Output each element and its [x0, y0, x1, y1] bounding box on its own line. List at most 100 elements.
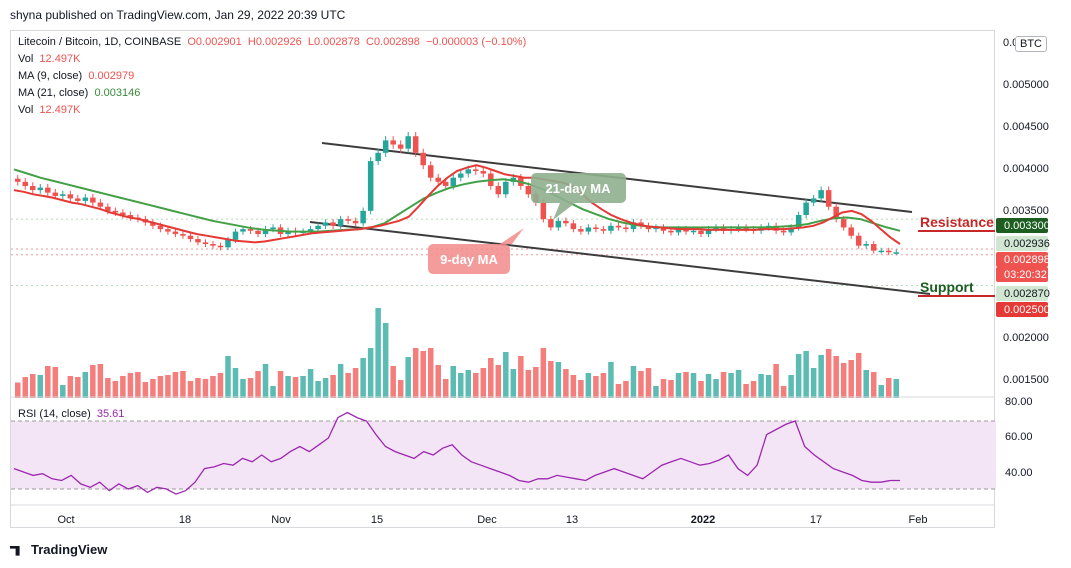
volume-bar [375, 308, 381, 398]
vol2-value: 12.497K [39, 104, 81, 116]
vol-label: Vol [18, 53, 34, 65]
candle-body [97, 202, 104, 207]
candle-body [45, 187, 51, 193]
volume-bar [210, 376, 216, 398]
time-tick: 17 [810, 514, 822, 526]
candle-body [232, 231, 239, 240]
volume-bar [765, 375, 772, 398]
time-tick: Nov [271, 514, 291, 526]
price-tag-text: 0.003300 [1004, 220, 1050, 232]
volume-bar [735, 370, 742, 398]
candle-body [225, 239, 231, 248]
candle-body [360, 210, 366, 224]
volume-bar [255, 371, 261, 398]
candle-body [473, 169, 479, 172]
volume-bar [442, 379, 449, 398]
price-tags: 0.003300 0.002936 0.002898 03:20:32 0.002870… [996, 218, 1050, 317]
candle-body [495, 185, 502, 195]
candle-body [390, 140, 396, 145]
volume-bar [713, 379, 719, 398]
price-tag [996, 252, 1048, 267]
price-tag [996, 286, 1048, 301]
candle-body [690, 230, 697, 233]
tradingview-footer[interactable]: TradingView [10, 542, 107, 557]
candle-body [285, 230, 291, 235]
volume-bar [217, 373, 224, 398]
legend-ma21-row: MA (21, close) 0.003146 [18, 85, 526, 102]
price-tick: 0.003500 [1003, 205, 1049, 217]
candle-body [420, 152, 426, 166]
candle-body [67, 194, 74, 199]
ma9-callout: 9-day MA [428, 228, 524, 274]
volume-bar [555, 362, 562, 398]
volume-bar [495, 365, 502, 398]
volume-bar [728, 373, 734, 398]
candle-body [270, 227, 276, 230]
candle-body [848, 227, 854, 236]
volume-bar [60, 385, 66, 398]
support-label: Support [920, 279, 974, 295]
volume-bar [382, 323, 389, 398]
price-tick: 0.005000 [1003, 79, 1049, 91]
candle-body [593, 227, 599, 230]
candle-body [75, 198, 81, 201]
candle-body [345, 219, 351, 221]
candle-body [525, 185, 532, 195]
volume-bar [458, 373, 464, 398]
volume-bar [653, 386, 659, 398]
volume-bar [540, 348, 547, 398]
volume-bar [840, 363, 847, 398]
volume-bar [150, 379, 156, 398]
volume-bar [337, 364, 344, 398]
legend-close: C0.002898 [366, 36, 420, 48]
time-tick: 15 [371, 514, 383, 526]
volume-bar [360, 358, 366, 398]
candle-body [240, 229, 246, 232]
volume-bar [135, 372, 141, 398]
volume-bar [67, 376, 74, 398]
volume-bar [690, 373, 697, 398]
candle-body [675, 229, 682, 233]
candle-body [795, 215, 802, 228]
candle-body [427, 165, 434, 178]
candle-body [127, 215, 134, 218]
candle-body [870, 244, 877, 251]
candle-body [322, 222, 329, 226]
volume-bar [172, 372, 179, 398]
volume-bar [548, 361, 554, 398]
vol-value: 12.497K [39, 53, 81, 65]
volume-bar [630, 366, 637, 398]
candle-body [683, 229, 689, 232]
publisher-line: shyna published on TradingView.com, Jan … [10, 8, 346, 22]
lower-channel-line [309, 221, 931, 295]
volume-bar [863, 370, 869, 398]
candle-body [578, 229, 584, 232]
time-tick: Oct [57, 514, 74, 526]
candle-body [330, 222, 336, 226]
volume-bar [848, 360, 854, 398]
candle-body [180, 234, 186, 236]
price-tag [996, 267, 1048, 282]
time-axis: Oct 18 Nov 15 Dec 13 2022 17 Feb [57, 514, 927, 526]
volume-bar [367, 348, 374, 398]
volume-bar [525, 370, 532, 398]
candle-body [210, 244, 216, 246]
candle-body [788, 227, 794, 233]
volume-bar [788, 375, 794, 398]
candle-body [503, 181, 509, 195]
ma9-value: 0.002979 [88, 70, 135, 82]
volume-bar [277, 371, 284, 398]
volume-bar [855, 353, 862, 398]
volume-bar [285, 376, 291, 398]
volume-bar [300, 376, 306, 398]
volume-bar [518, 356, 524, 398]
currency-button[interactable]: BTC [1015, 36, 1047, 52]
volume-bar [37, 375, 44, 398]
candle-body [22, 181, 29, 186]
ma21-value: 0.003146 [94, 87, 141, 99]
volume-bar [225, 356, 231, 398]
volume-bar [825, 349, 832, 398]
footer-text: TradingView [31, 542, 108, 557]
volume-bar [405, 357, 411, 398]
